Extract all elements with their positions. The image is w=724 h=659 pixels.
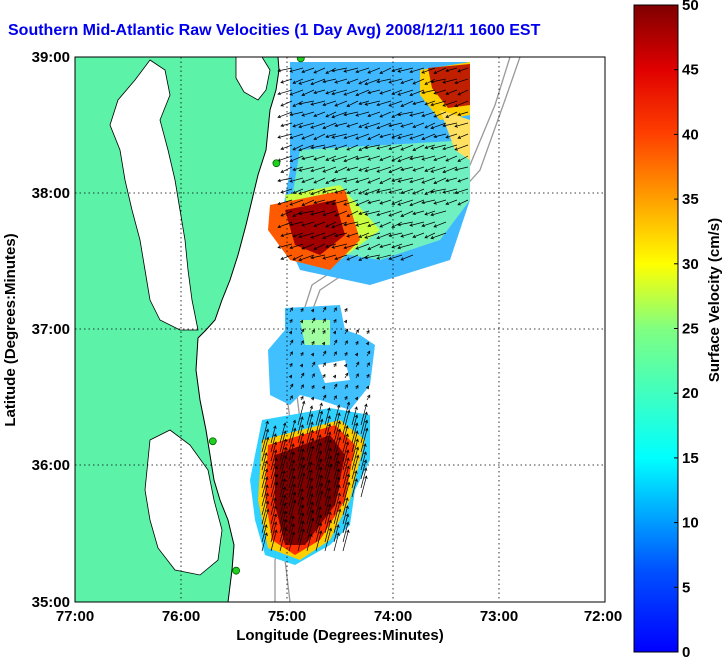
x-tick-label: 76:00 xyxy=(162,608,200,625)
grid-lines xyxy=(75,57,605,602)
colorbar-tick-label: 50 xyxy=(682,0,699,14)
radar-stations xyxy=(208,57,305,575)
velocity-field-mid xyxy=(268,305,375,410)
colorbar-ticks: 0 5 10 15 20 25 30 35 40 45 50 xyxy=(674,0,699,659)
radar-station-marker xyxy=(272,159,281,168)
x-tick-label: 75:00 xyxy=(268,608,306,625)
colorbar-tick-label: 0 xyxy=(682,644,690,659)
velocity-vectors xyxy=(261,67,469,552)
colorbar-tick-label: 40 xyxy=(682,126,699,143)
radar-station-marker xyxy=(296,57,305,63)
y-tick-labels: 39:00 38:00 37:00 36:00 35:00 xyxy=(32,49,70,611)
delaware-bay xyxy=(235,57,271,101)
map-title: Southern Mid-Atlantic Raw Velocities (1 … xyxy=(8,22,541,39)
x-tick-label: 73:00 xyxy=(480,608,518,625)
colorbar-tick-label: 45 xyxy=(682,62,699,79)
y-tick-label: 36:00 xyxy=(32,457,70,474)
x-tick-label: 77:00 xyxy=(56,608,94,625)
radar-station-marker xyxy=(208,437,217,446)
y-tick-label: 38:00 xyxy=(32,185,70,202)
pamlico-sound xyxy=(144,429,223,576)
colorbar xyxy=(633,4,679,653)
x-axis-label: Longitude (Degrees:Minutes) xyxy=(236,627,444,644)
colorbar-tick-label: 15 xyxy=(682,450,699,467)
colorbar-tick-label: 20 xyxy=(682,385,699,402)
y-tick-label: 35:00 xyxy=(32,594,70,611)
coastline xyxy=(195,57,280,602)
colorbar-tick-label: 5 xyxy=(682,579,690,596)
y-tick-label: 39:00 xyxy=(32,49,70,66)
colorbar-tick-label: 10 xyxy=(682,515,699,532)
colorbar-tick-label: 30 xyxy=(682,256,699,273)
chesapeake-bay xyxy=(109,59,199,331)
velocity-field-north xyxy=(268,62,470,285)
colorbar-tick-label: 35 xyxy=(682,191,699,208)
plot-frame xyxy=(74,56,606,603)
x-tick-label: 74:00 xyxy=(374,608,412,625)
x-tick-label: 72:00 xyxy=(584,608,622,625)
radar-station-marker xyxy=(232,566,241,575)
colorbar-label: Surface Velocity (cm/s) xyxy=(706,218,723,382)
y-axis-label: Latitude (Degrees:Minutes) xyxy=(2,233,19,426)
y-tick-label: 37:00 xyxy=(32,321,70,338)
x-tick-labels: 77:00 76:00 75:00 74:00 73:00 72:00 xyxy=(56,608,622,625)
colorbar-tick-label: 25 xyxy=(682,321,699,338)
